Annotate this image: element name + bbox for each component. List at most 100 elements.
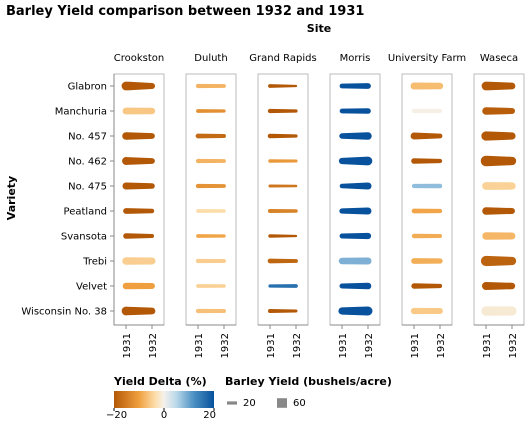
trail-mark — [410, 307, 443, 315]
trail-mark — [411, 183, 443, 189]
trail-mark — [339, 83, 371, 89]
trail-mark — [267, 208, 298, 214]
trail-mark — [121, 306, 156, 316]
y-tick-label: Manchuria — [55, 107, 107, 118]
x-tick-label: 1932 — [220, 333, 231, 358]
color-legend-ticks: −20 0 20 — [106, 408, 216, 421]
trail-mark — [411, 283, 443, 289]
variety-axis: Glabron Manchuria No. 457 No. 462 No. 475 Pea… — [21, 74, 115, 325]
facet-label: Duluth — [194, 53, 227, 64]
facet-university-farm: University Farm 1931 1932 — [388, 53, 466, 358]
trail-mark — [339, 207, 372, 215]
facet-grand-rapids: Grand Rapids 1931 1932 — [249, 53, 316, 358]
trail-mark — [338, 257, 372, 265]
trail-mark — [268, 84, 298, 88]
color-legend-title: Yield Delta (%) — [113, 375, 207, 388]
x-tick-label: 1931 — [410, 333, 421, 358]
trail-mark — [196, 109, 226, 113]
trail-mark — [268, 184, 298, 188]
y-tick-label: Svansota — [61, 232, 107, 243]
trail-mark — [482, 182, 516, 190]
trail-mark — [482, 107, 516, 115]
trail-mark — [481, 81, 516, 91]
size-legend-title: Barley Yield (bushels/acre) — [225, 375, 392, 388]
y-tick-label: Wisconsin No. 38 — [21, 307, 107, 318]
color-legend-gradient — [114, 391, 214, 408]
facet-crookston: Crookston 1931 1932 — [113, 53, 165, 358]
trail-mark — [195, 158, 226, 164]
trail-mark — [196, 284, 226, 288]
trail-mark — [195, 183, 226, 189]
trail-mark — [411, 233, 442, 239]
y-tick-label: Glabron — [68, 82, 107, 93]
color-legend-tick-label: 20 — [203, 410, 216, 421]
x-tick-label: 1932 — [436, 333, 447, 358]
y-tick-label: No. 462 — [68, 157, 107, 168]
trail-mark — [195, 133, 226, 139]
size-legend: Barley Yield (bushels/acre) 20 60 — [225, 375, 392, 409]
y-tick-label: Trebi — [82, 257, 107, 268]
facet-label: Grand Rapids — [249, 53, 316, 64]
trail-mark — [195, 258, 226, 264]
y-tick-label: No. 457 — [68, 132, 107, 143]
x-tick-label: 1931 — [122, 333, 133, 358]
trail-mark — [482, 232, 516, 240]
trail-mark — [268, 284, 298, 288]
trail-mark — [480, 155, 517, 167]
size-legend-items: 20 60 — [227, 398, 306, 409]
trail-mark — [122, 132, 155, 140]
facet-label: University Farm — [388, 53, 466, 64]
trail-mark — [268, 159, 298, 163]
trail-mark — [411, 208, 443, 214]
trail-mark — [339, 132, 372, 140]
trail-mark — [482, 282, 516, 290]
trail-mark — [268, 234, 298, 238]
trail-mark — [339, 108, 371, 114]
trail-mark — [481, 306, 517, 316]
trail-mark — [122, 257, 156, 265]
trail-mark — [410, 132, 443, 140]
trail-mark — [482, 207, 515, 215]
trail-mark — [195, 308, 226, 314]
trail-mark — [267, 133, 298, 139]
facet-title: Site — [307, 22, 331, 35]
facet-duluth: Duluth 1931 1932 — [185, 53, 237, 358]
trail-mark — [122, 282, 155, 290]
y-tick-label: Velvet — [76, 282, 107, 293]
trail-mark — [481, 131, 516, 141]
trail-mark — [338, 156, 373, 166]
trail-mark — [267, 258, 298, 264]
trail-mark — [339, 182, 372, 190]
color-legend-tick-label: −20 — [106, 410, 127, 421]
trail-mark — [123, 233, 154, 239]
x-tick-label: 1931 — [266, 333, 277, 358]
x-tick-label: 1932 — [364, 333, 375, 358]
size-legend-swatch — [227, 401, 237, 405]
size-legend-label: 20 — [243, 398, 256, 409]
x-tick-label: 1932 — [292, 333, 303, 358]
x-tick-label: 1931 — [338, 333, 349, 358]
trail-mark — [123, 208, 155, 214]
trail-mark — [122, 157, 155, 165]
x-tick-label: 1931 — [482, 333, 493, 358]
trail-mark — [268, 309, 298, 313]
facet-label: Morris — [340, 53, 371, 64]
trail-mark — [339, 282, 372, 290]
size-legend-label: 60 — [293, 398, 306, 409]
trail-mark — [339, 232, 372, 240]
x-tick-label: 1932 — [148, 333, 159, 358]
trail-mark — [122, 107, 156, 115]
chart-title: Barley Yield comparison between 1932 and… — [6, 4, 364, 19]
size-legend-swatch — [277, 398, 287, 408]
trail-mark — [196, 209, 226, 213]
y-axis-label: Variety — [5, 176, 18, 220]
trail-mark — [338, 306, 373, 316]
trail-mark — [410, 82, 444, 90]
trail-mark — [122, 182, 155, 190]
color-legend: Yield Delta (%) −20 0 20 — [106, 375, 216, 421]
color-legend-tick-label: 0 — [161, 410, 167, 421]
y-tick-label: Peatland — [64, 207, 107, 218]
facet-label: Crookston — [114, 53, 165, 64]
x-tick-label: 1932 — [508, 333, 519, 358]
